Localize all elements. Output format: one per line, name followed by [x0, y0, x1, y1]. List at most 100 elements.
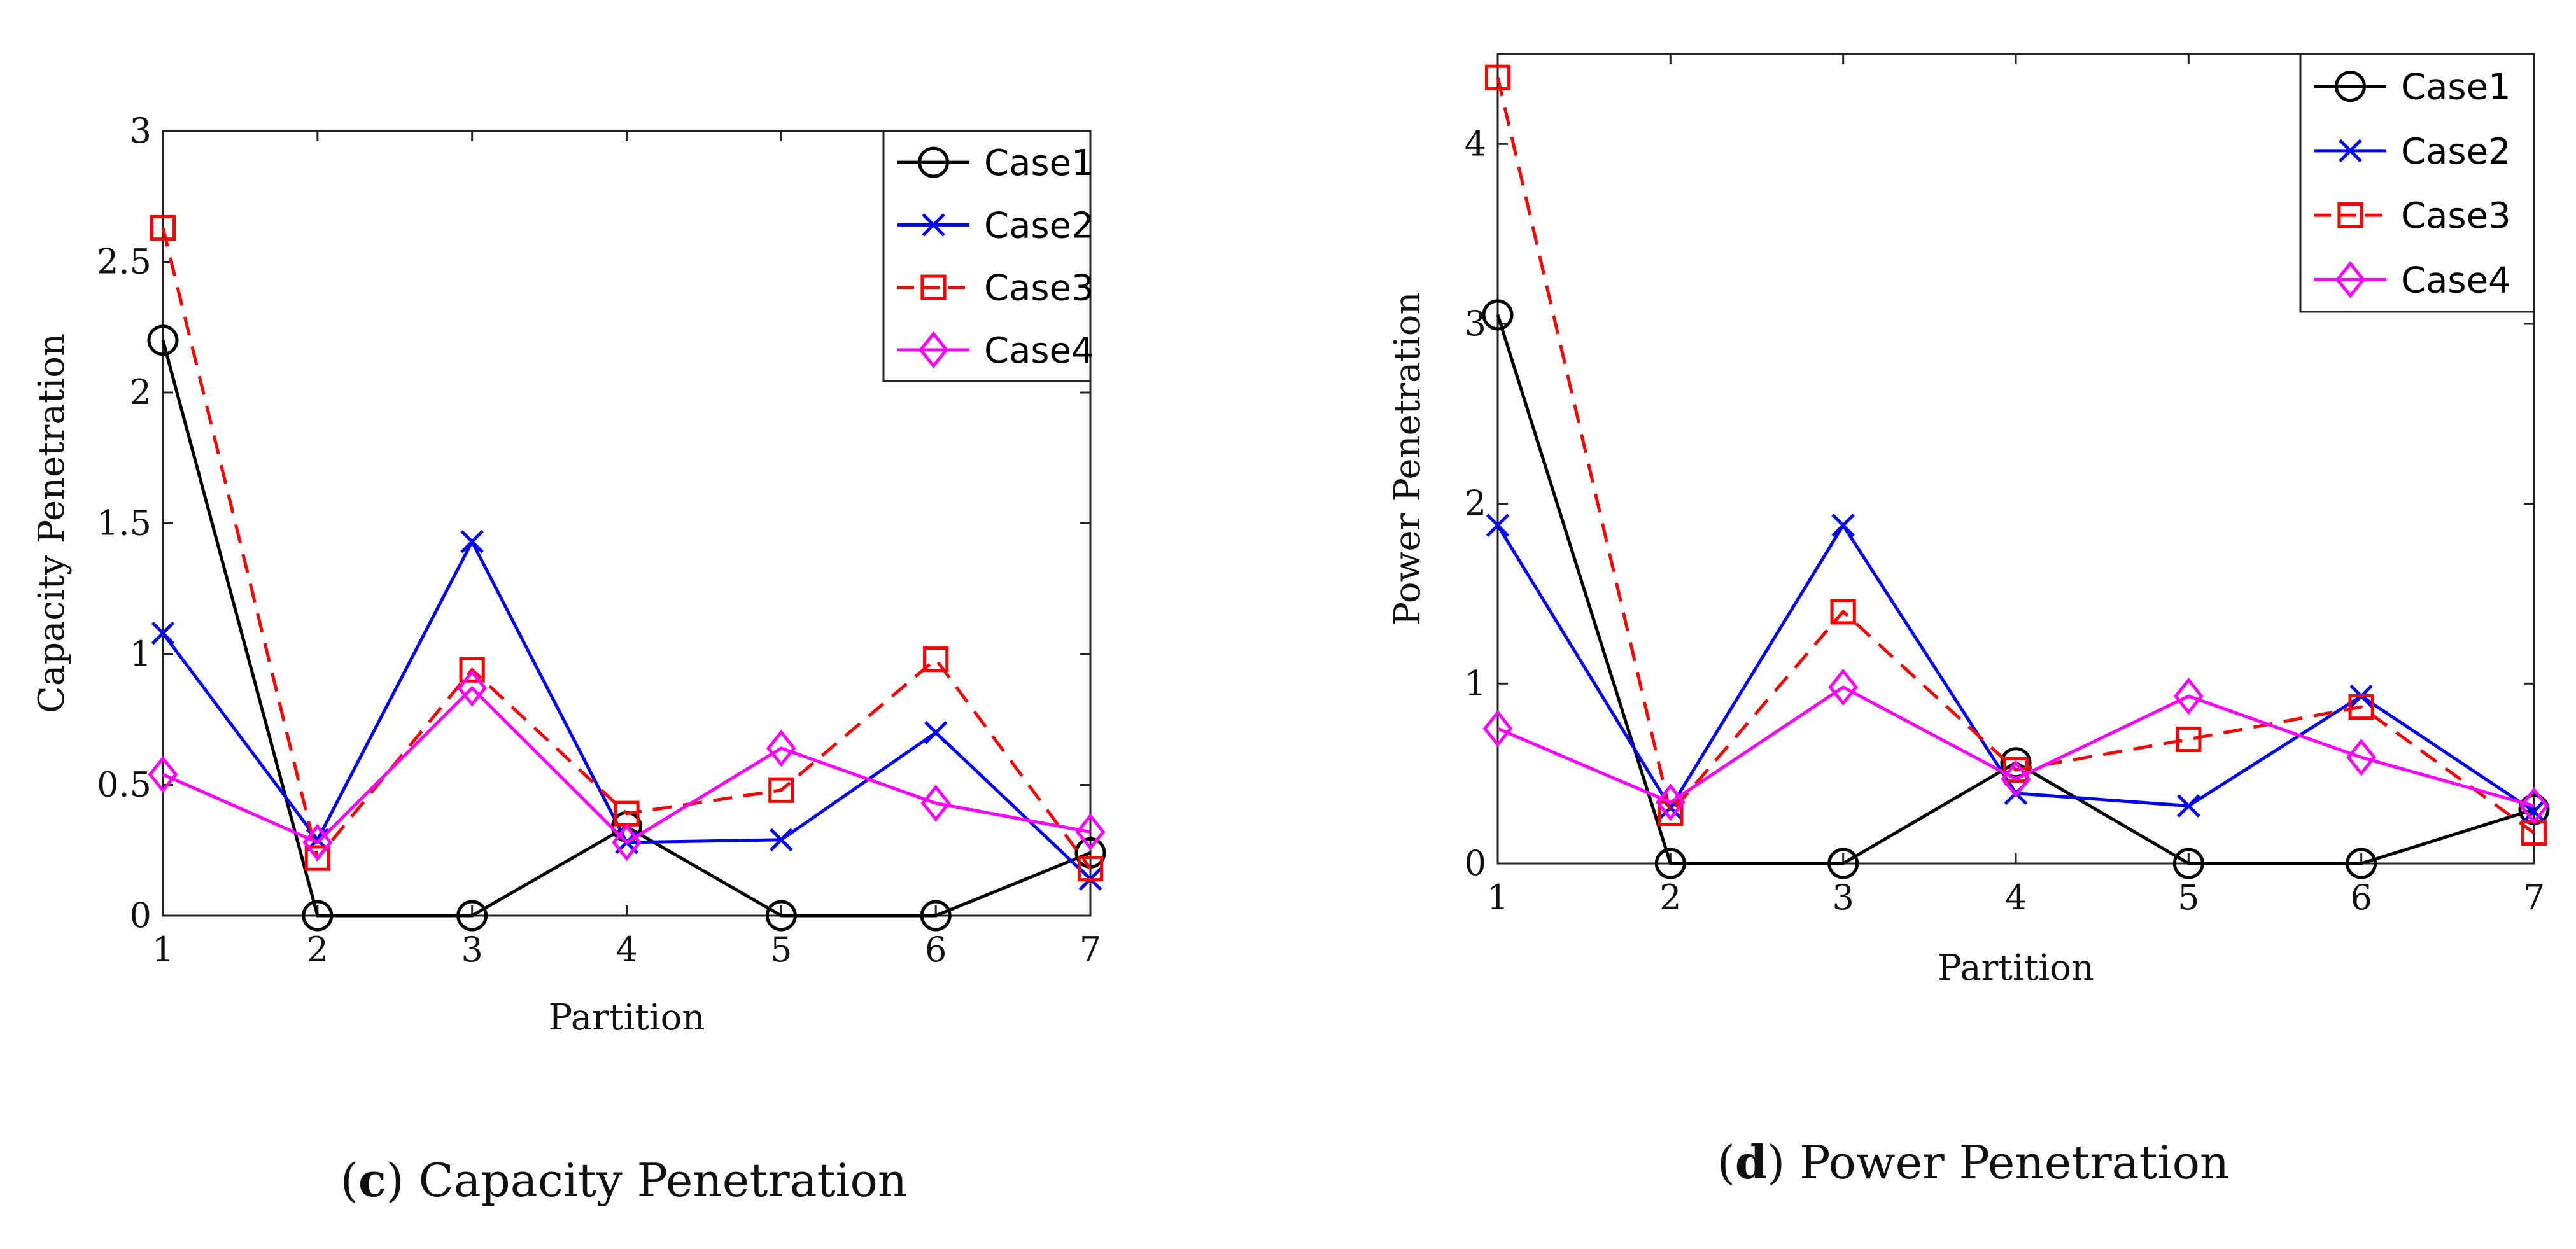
data-point-case3	[1484, 64, 1511, 90]
caption-letter: d	[1735, 1135, 1767, 1189]
series-line-case3	[1496, 77, 2535, 834]
x-tick-label: 5	[2178, 877, 2199, 918]
legend: Case1 Case2 Case3 Case4	[2299, 53, 2535, 313]
data-point-case4	[2519, 787, 2549, 825]
data-point-case4	[766, 729, 796, 767]
data-point-case4	[457, 669, 488, 707]
data-point-case2	[1486, 513, 1510, 537]
data-point-case1	[1827, 848, 1859, 879]
y-tick-label: 0	[1465, 843, 1486, 883]
x-axis-label: Partition	[1938, 947, 2094, 989]
data-point-case3	[2002, 757, 2029, 783]
y-tick-label: 3	[1465, 304, 1486, 344]
data-point-case1	[147, 324, 179, 356]
data-point-case4	[148, 755, 178, 793]
legend-entry-label: Case1	[2401, 67, 2511, 108]
x-axis-label: Partition	[549, 997, 705, 1038]
figure-caption: (d) Power Penetration	[1717, 1135, 2230, 1189]
legend-marker	[2339, 139, 2362, 163]
y-tick-label: 2	[130, 372, 151, 412]
data-point-case1	[1654, 848, 1686, 879]
figure-caption: (c) Capacity Penetration	[341, 1153, 908, 1207]
data-point-case4	[302, 823, 333, 862]
y-tick-label: 2	[1465, 484, 1486, 524]
data-point-case3	[923, 646, 949, 673]
y-tick-label: 2.5	[97, 242, 151, 282]
data-point-case3	[459, 657, 485, 683]
x-tick-label: 7	[2523, 877, 2545, 918]
y-tick-label: 3	[130, 111, 151, 151]
x-tick-label: 6	[925, 930, 947, 970]
legend-marker	[2335, 71, 2366, 102]
caption-text: Capacity Penetration	[419, 1154, 908, 1207]
data-point-case1	[765, 900, 797, 932]
caption-letter: c	[358, 1153, 386, 1207]
data-point-case4	[612, 823, 642, 862]
legend-entry-label: Case3	[2401, 195, 2511, 237]
data-point-case3	[1830, 599, 1856, 625]
caption-text: Power Penetration	[1799, 1136, 2229, 1189]
y-tick-label: 1	[1465, 663, 1486, 703]
legend-marker	[918, 331, 948, 369]
x-tick-label: 3	[1832, 877, 1854, 918]
data-point-case1	[456, 900, 488, 932]
data-point-case4	[1828, 668, 1859, 706]
x-tick-label: 2	[307, 930, 328, 970]
data-point-case4	[1655, 783, 1686, 821]
data-point-case3	[2348, 694, 2374, 720]
x-tick-label: 4	[616, 930, 637, 970]
legend-entry-label: Case4	[984, 330, 1094, 372]
data-point-case1	[1482, 299, 1514, 331]
legend-entry-label: Case2	[984, 205, 1094, 246]
data-point-case2	[2177, 794, 2200, 818]
legend: Case1 Case2 Case3 Case4	[882, 130, 1094, 382]
series-case4	[1482, 668, 2549, 825]
legend-entry-label: Case4	[2401, 260, 2511, 301]
data-point-case4	[1075, 813, 1106, 851]
data-point-case3	[1077, 855, 1104, 882]
x-tick-label: 2	[1659, 877, 1681, 918]
data-point-case3	[150, 214, 176, 241]
y-axis-label: Power Penetration	[1387, 291, 1428, 625]
caption-paren-close: )	[1767, 1136, 1799, 1189]
series-line-case4	[162, 685, 1091, 845]
data-point-case4	[2346, 738, 2377, 776]
legend-marker	[2335, 261, 2365, 298]
x-tick-label: 3	[461, 930, 482, 970]
legend-marker	[920, 274, 947, 300]
legend-entry-label: Case2	[2401, 131, 2511, 172]
caption-paren-close: )	[386, 1154, 419, 1207]
data-point-case1	[2000, 747, 2032, 779]
data-point-case2	[151, 621, 175, 645]
legend-marker	[922, 213, 945, 237]
data-point-case1	[2172, 848, 2204, 879]
data-point-case4	[2173, 677, 2204, 715]
caption-paren-open: (	[1717, 1136, 1735, 1189]
y-tick-label: 1	[130, 634, 151, 674]
series-case3	[1484, 64, 2547, 846]
series-case4	[148, 669, 1106, 862]
y-tick-label: 1.5	[97, 503, 151, 543]
data-point-case2	[770, 828, 793, 852]
data-point-case4	[1482, 709, 1513, 748]
data-point-case1	[302, 900, 334, 932]
data-point-case3	[768, 777, 794, 803]
legend-entry-label: Case3	[984, 268, 1094, 309]
y-axis-label: Capacity Penetration	[31, 333, 73, 713]
data-point-case1	[2346, 848, 2377, 879]
data-point-case4	[2001, 760, 2031, 798]
x-tick-label: 5	[770, 930, 792, 970]
chart-c: 0 0.5 1 1.5 2 2.5 3 1 2 3 4 5 6 7 Partition Capacity Pe…	[31, 111, 1106, 1207]
x-tick-label: 4	[2005, 877, 2027, 918]
x-tick-label: 6	[2350, 877, 2372, 918]
x-tick-label: 1	[1487, 877, 1509, 918]
data-point-case2	[924, 721, 948, 744]
data-point-case2	[1831, 513, 1855, 537]
x-tick-label: 7	[1080, 930, 1101, 970]
y-tick-label: 0	[130, 895, 151, 935]
series-line-case1	[161, 340, 1091, 918]
legend-marker	[2337, 202, 2363, 228]
data-point-case1	[920, 900, 952, 932]
